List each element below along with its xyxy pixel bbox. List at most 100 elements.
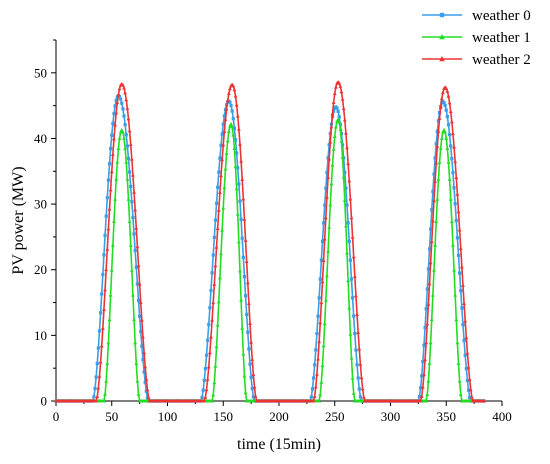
legend-label: weather 1 — [472, 30, 531, 46]
data-point — [136, 392, 141, 396]
data-point — [339, 139, 344, 143]
data-point — [248, 362, 252, 366]
data-point — [129, 157, 134, 161]
x-tick-label: 300 — [381, 409, 401, 424]
data-point — [110, 152, 115, 157]
data-point — [204, 353, 209, 357]
data-point — [238, 199, 242, 203]
data-point — [123, 90, 128, 95]
data-point — [243, 294, 248, 298]
data-point — [136, 263, 141, 268]
data-point — [323, 215, 328, 220]
data-point — [326, 156, 330, 160]
data-point — [115, 160, 120, 164]
data-point — [421, 359, 425, 364]
data-point — [317, 339, 322, 344]
data-point — [222, 114, 226, 118]
data-point — [437, 160, 442, 164]
data-point — [319, 300, 324, 305]
data-point — [122, 85, 126, 90]
data-point — [444, 136, 449, 140]
data-point — [131, 293, 135, 297]
data-point — [429, 317, 434, 322]
data-point — [321, 343, 326, 348]
data-point — [427, 247, 432, 251]
data-point — [420, 385, 425, 389]
y-tick-label: 40 — [34, 131, 47, 146]
data-point — [142, 350, 146, 355]
data-point — [446, 94, 451, 98]
data-point — [225, 98, 230, 102]
data-point — [113, 197, 117, 201]
data-point — [226, 91, 231, 96]
data-point — [109, 268, 114, 272]
data-point — [133, 207, 138, 212]
data-point — [135, 282, 139, 286]
data-point — [327, 143, 331, 147]
data-point — [318, 277, 322, 281]
data-point — [94, 399, 99, 403]
data-point — [203, 395, 208, 399]
data-point — [209, 288, 213, 293]
data-point — [312, 394, 317, 398]
data-point — [135, 379, 140, 383]
data-point — [224, 151, 229, 155]
data-point — [222, 185, 227, 189]
data-point — [424, 307, 428, 311]
data-point — [226, 129, 231, 134]
data-point — [445, 146, 450, 150]
data-point — [354, 293, 358, 298]
data-point — [351, 391, 356, 395]
data-point — [436, 177, 441, 181]
data-point — [138, 300, 143, 304]
data-point — [322, 236, 327, 241]
data-point — [313, 384, 318, 389]
data-point — [241, 351, 246, 356]
data-point — [337, 81, 342, 85]
data-point — [108, 187, 113, 192]
data-point — [130, 200, 134, 204]
data-point — [114, 98, 118, 102]
data-point — [144, 377, 149, 381]
data-point — [109, 147, 113, 151]
data-point — [111, 121, 115, 126]
data-point — [210, 399, 214, 403]
data-point — [449, 219, 454, 223]
data-point — [140, 344, 144, 348]
data-point — [428, 260, 433, 265]
data-point — [97, 329, 102, 333]
data-point — [124, 133, 128, 137]
data-point — [328, 202, 333, 207]
data-point — [336, 109, 340, 113]
data-point — [320, 363, 325, 368]
data-point — [451, 131, 455, 136]
data-point — [450, 157, 454, 161]
data-point — [462, 301, 466, 305]
data-point — [320, 279, 325, 284]
data-point — [224, 107, 229, 111]
data-point — [343, 170, 347, 174]
data-point — [133, 248, 137, 253]
data-point — [468, 395, 472, 400]
data-point — [345, 250, 349, 255]
data-point — [332, 109, 336, 113]
data-point — [451, 243, 455, 247]
x-tick-label: 350 — [437, 409, 457, 424]
data-point — [229, 122, 233, 126]
x-tick-label: 200 — [269, 409, 289, 424]
data-point — [427, 361, 432, 366]
data-point — [311, 376, 316, 380]
data-point — [122, 136, 126, 140]
data-point — [452, 268, 456, 272]
data-point — [212, 380, 217, 385]
data-point — [341, 175, 346, 179]
data-point — [333, 85, 338, 89]
data-point — [447, 100, 452, 105]
data-point — [113, 104, 117, 108]
data-point — [239, 217, 243, 221]
data-point — [215, 322, 220, 327]
data-point — [453, 202, 457, 206]
data-point — [125, 177, 130, 181]
data-point — [456, 253, 461, 257]
